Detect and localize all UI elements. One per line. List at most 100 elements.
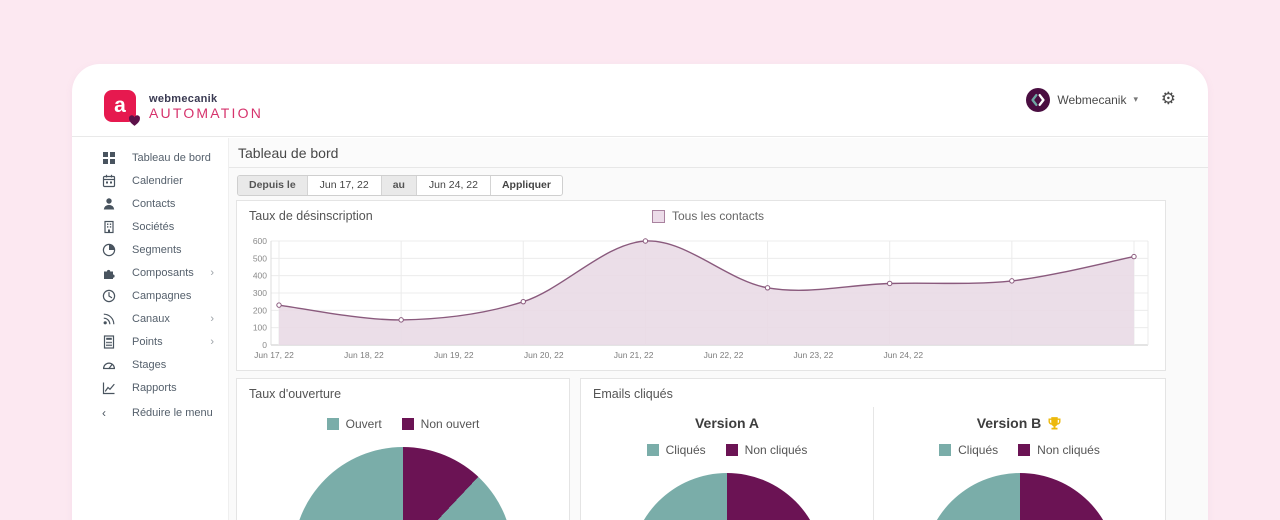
grid-icon: [103, 151, 115, 164]
open-rate-title: Taux d'ouverture: [249, 387, 342, 401]
date-filter-toolbar: Depuis le Jun 17, 22 au Jun 24, 22 Appli…: [229, 168, 1208, 196]
sidebar-item-label: Segments: [132, 243, 182, 256]
date-filter-group: Depuis le Jun 17, 22 au Jun 24, 22 Appli…: [237, 175, 563, 196]
svg-text:Jun 21, 22: Jun 21, 22: [614, 350, 654, 360]
svg-text:Jun 17, 22: Jun 17, 22: [254, 350, 294, 360]
legend-item-cliques[interactable]: Cliqués: [939, 443, 998, 457]
chevron-left-icon: ‹: [102, 405, 106, 420]
sidebar-item-label: Composants: [132, 266, 194, 279]
sidebar-item-label: Rapports: [132, 381, 177, 394]
legend-label: Cliqués: [958, 443, 999, 457]
version-a-title: Version A: [581, 415, 873, 431]
legend-label: Non ouvert: [420, 417, 480, 431]
user-name: Webmecanik: [1057, 93, 1127, 107]
legend-label: Non cliqués: [744, 443, 808, 457]
legend-item-non-ouvert[interactable]: Non ouvert: [401, 417, 480, 431]
open-rate-panel: Taux d'ouverture Ouvert Non ouvert: [236, 378, 570, 520]
chevron-right-icon: ›: [210, 335, 214, 348]
svg-text:400: 400: [253, 271, 267, 281]
svg-text:600: 600: [253, 236, 267, 246]
legend-swatch: [646, 444, 659, 456]
open-rate-pie-chart: [293, 447, 513, 520]
clicked-emails-panel: Emails cliqués Version A Cliqués Non cliq…: [580, 378, 1166, 520]
version-a-legend: Cliqués Non cliqués: [581, 443, 873, 457]
version-a-pie-chart: [630, 473, 824, 520]
user-menu[interactable]: Webmecanik ▾: [1026, 88, 1138, 112]
date-to-input[interactable]: Jun 24, 22: [417, 176, 491, 195]
sidebar-item-canaux[interactable]: Canaux ›: [72, 307, 228, 330]
sidebar-item-campagnes[interactable]: Campagnes: [72, 284, 228, 307]
version-a-title-text: Version A: [694, 415, 760, 431]
sidebar-item-points[interactable]: Points ›: [72, 330, 228, 353]
calculator-icon: [103, 334, 115, 349]
sidebar: Tableau de bord Calendrier Contacts Société…: [72, 138, 229, 520]
open-rate-legend: Ouvert Non ouvert: [237, 417, 569, 431]
svg-text:Jun 20, 22: Jun 20, 22: [524, 350, 564, 360]
svg-text:0: 0: [262, 340, 267, 350]
sidebar-item-societes[interactable]: Sociétés: [72, 215, 228, 238]
sidebar-item-label: Points: [132, 335, 163, 348]
top-header: a webmecanik AUTOMATION Webmecanik ▾ ⚙: [72, 64, 1208, 137]
chevron-down-icon: ▾: [1133, 95, 1138, 105]
legend-item-non-cliques[interactable]: Non cliqués: [1018, 443, 1100, 457]
legend-swatch: [652, 209, 665, 223]
unsubscribe-area-chart: 0 100 200 300 400 500 600 Jun 17, 22 Jun 18, 22 J…: [253, 236, 1149, 360]
sidebar-item-segments[interactable]: Segments: [72, 238, 228, 261]
sidebar-item-calendrier[interactable]: Calendrier: [72, 169, 228, 192]
chevron-right-icon: ›: [210, 266, 214, 279]
gauge-icon: [103, 362, 115, 369]
legend-item-non-cliques[interactable]: Non cliqués: [725, 443, 808, 457]
date-from-label: Depuis le: [238, 176, 308, 195]
legend-label: Ouvert: [345, 417, 382, 431]
svg-text:500: 500: [253, 253, 267, 263]
legend-label: Tous les contacts: [672, 209, 765, 223]
version-b-pie-chart: [922, 473, 1117, 520]
svg-text:Jun 24, 22: Jun 24, 22: [883, 350, 923, 360]
legend-item-cliques[interactable]: Cliqués: [646, 443, 706, 457]
svg-text:300: 300: [253, 288, 267, 298]
sidebar-item-stages[interactable]: Stages: [72, 353, 228, 376]
sidebar-item-label: Canaux: [132, 312, 170, 325]
sidebar-item-label: Tableau de bord: [132, 151, 211, 164]
sidebar-item-composants[interactable]: Composants ›: [72, 261, 228, 284]
paw-icon: [128, 115, 141, 126]
unsubscribe-rate-panel: Taux de désinscription Tous les contacts…: [236, 200, 1166, 371]
settings-gear-button[interactable]: ⚙: [1160, 89, 1176, 109]
svg-text:Jun 22, 22: Jun 22, 22: [704, 350, 744, 360]
version-b-title: Version B: [874, 415, 1165, 431]
sidebar-item-label: Campagnes: [132, 289, 192, 302]
puzzle-icon: [104, 269, 115, 279]
date-from-input[interactable]: Jun 17, 22: [308, 176, 382, 195]
page-title: Tableau de bord: [238, 145, 339, 161]
apply-button[interactable]: Appliquer: [501, 179, 551, 191]
unsubscribe-panel-title: Taux de désinscription: [249, 209, 373, 223]
version-b-title-text: Version B: [976, 415, 1042, 431]
sidebar-item-contacts[interactable]: Contacts: [72, 192, 228, 215]
legend-label: Non cliqués: [1037, 443, 1100, 457]
sidebar-item-label: Calendrier: [132, 174, 183, 187]
legend-swatch: [326, 418, 339, 430]
legend-item-ouvert[interactable]: Ouvert: [326, 417, 382, 431]
legend-swatch: [725, 444, 738, 456]
sidebar-collapse-button[interactable]: ‹ Réduire le menu: [72, 401, 228, 424]
sidebar-item-label: Sociétés: [132, 220, 175, 233]
sidebar-item-rapports[interactable]: Rapports: [72, 376, 228, 399]
legend-label: Cliqués: [665, 443, 706, 457]
brand-product: AUTOMATION: [149, 105, 264, 122]
svg-text:200: 200: [253, 305, 267, 315]
svg-text:Jun 19, 22: Jun 19, 22: [434, 350, 474, 360]
sidebar-item-label: Stages: [132, 358, 167, 371]
version-b-column: Version B Cliqués Non cliqués: [873, 407, 1165, 520]
brand-logo-letter: a: [114, 94, 126, 117]
svg-text:Jun 23, 22: Jun 23, 22: [794, 350, 834, 360]
app-window: a webmecanik AUTOMATION Webmecanik ▾ ⚙ T…: [72, 64, 1208, 520]
sidebar-item-label: Contacts: [132, 197, 176, 210]
version-a-column: Version A Cliqués Non cliqués: [581, 407, 873, 520]
brand-logo[interactable]: a: [104, 90, 141, 126]
page-title-bar: Tableau de bord: [229, 138, 1208, 168]
avatar: [1026, 88, 1051, 112]
line-chart-legend[interactable]: Tous les contacts: [652, 209, 764, 223]
pie-chart-icon: [102, 243, 116, 256]
svg-text:100: 100: [253, 323, 267, 333]
sidebar-item-tableau-de-bord[interactable]: Tableau de bord: [72, 146, 228, 169]
